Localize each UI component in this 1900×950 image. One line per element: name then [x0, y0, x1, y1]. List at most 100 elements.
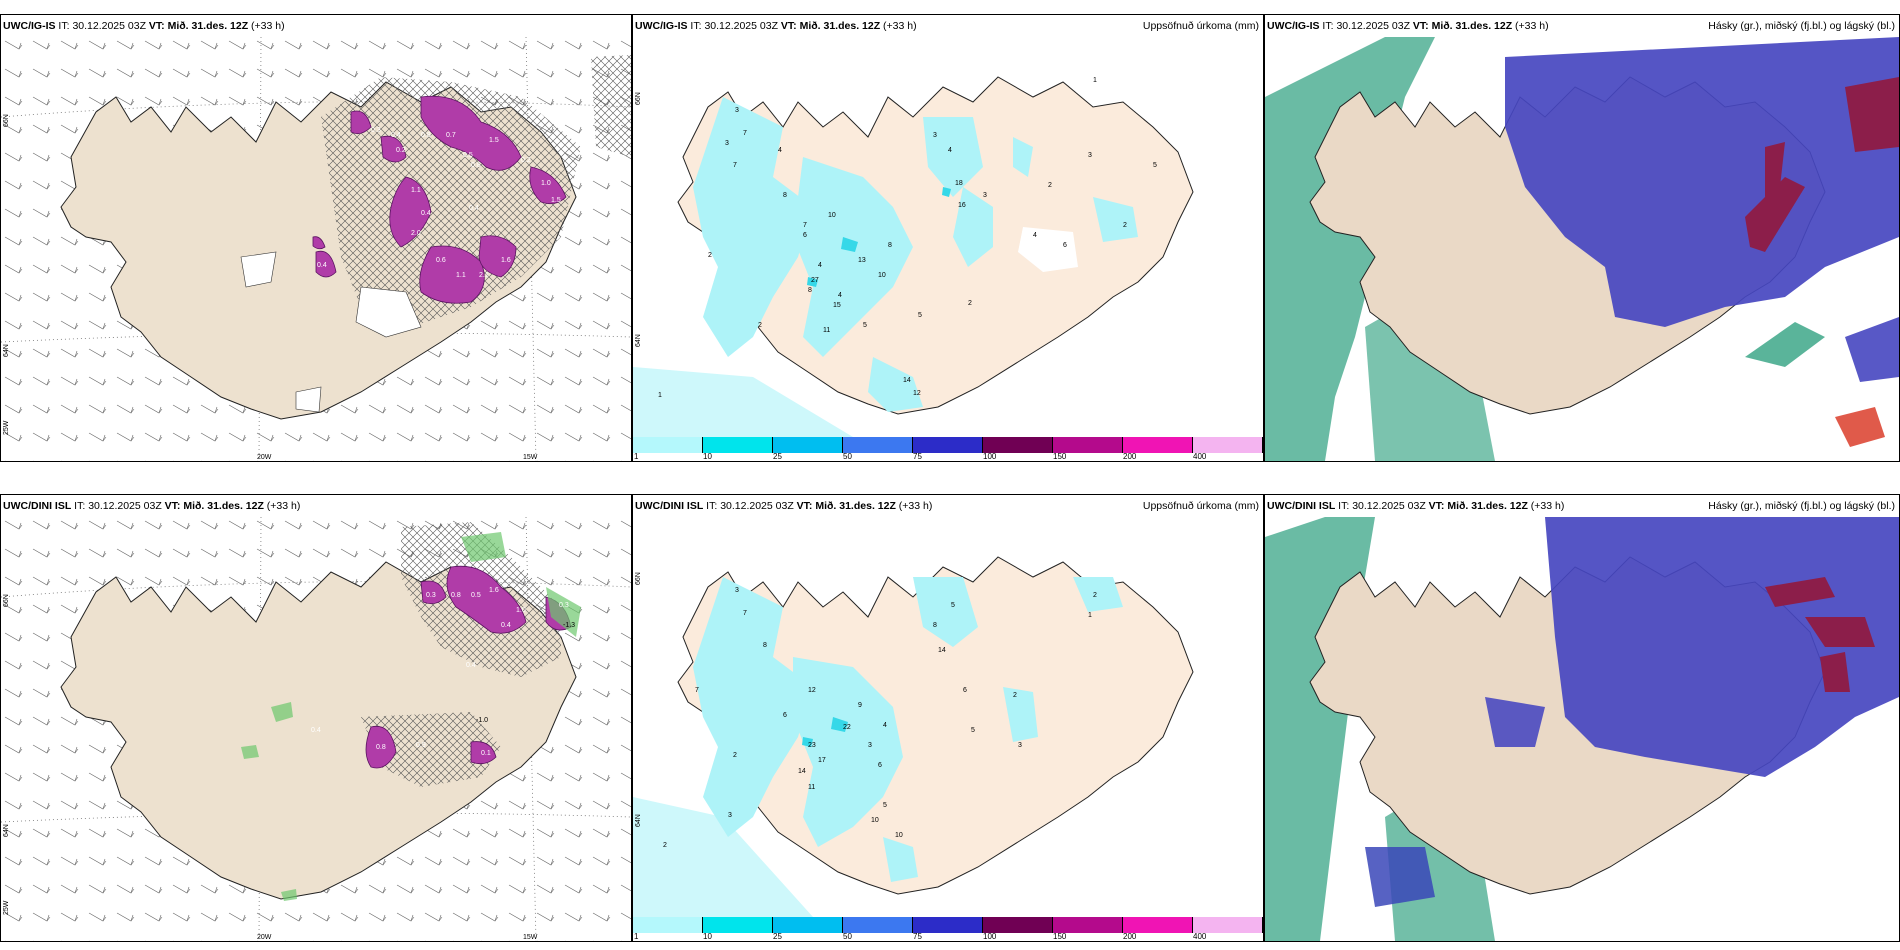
lat-label: 66N: [635, 572, 642, 585]
value-label: 14: [938, 647, 946, 654]
value-label: 15: [833, 302, 841, 309]
colorbar-label: 25: [773, 932, 782, 941]
value-label: 8: [763, 642, 767, 649]
value-label: 12: [913, 390, 921, 397]
lat-label: 64N: [3, 824, 10, 837]
panel-dini-wind: UWC/DINI ISL IT: 30.12.2025 03Z VT: Mið.…: [0, 494, 632, 942]
mid-cloud-streaks: [1765, 577, 1875, 692]
value-label: 5: [883, 802, 887, 809]
colorbar-cell: [913, 917, 983, 933]
value-label: 1: [1088, 612, 1092, 619]
panel-ig-precip: UWC/IG-IS IT: 30.12.2025 03Z VT: Mið. 31…: [632, 14, 1264, 462]
value-label: 7: [803, 222, 807, 229]
panel-header: UWC/DINI ISL IT: 30.12.2025 03Z VT: Mið.…: [635, 500, 933, 512]
value-label: 9: [858, 702, 862, 709]
value-label: 3: [1018, 742, 1022, 749]
panel-ig-clouds: UWC/IG-IS IT: 30.12.2025 03Z VT: Mið. 31…: [1264, 14, 1900, 462]
value-label: 18: [955, 180, 963, 187]
value-label: 0.2: [521, 157, 531, 164]
hatched-area: [591, 55, 631, 157]
high-cloud-area: [1485, 697, 1545, 747]
value-label: 0.4: [317, 262, 327, 269]
colorbar: 1 10 25 50 75 100 150 200 400: [633, 917, 1263, 941]
precip-value-labels: 3 7 3 7 4 8 6 10 2 7 4 8 2 4 13 27 10 15…: [658, 77, 1157, 399]
value-label: 0.8: [376, 744, 386, 751]
high-cloud-area: [1505, 37, 1899, 327]
value-label: 10: [828, 212, 836, 219]
colorbar-label: 100: [983, 452, 997, 461]
value-label: 0.4: [391, 132, 401, 139]
map-ig-wind: 0.4 0.3 0.8 0.7 1.5 0.5 0.2 1.1 1.0 0.4 …: [1, 37, 631, 461]
panel-header: UWC/IG-IS IT: 30.12.2025 03Z VT: Mið. 31…: [635, 20, 917, 32]
value-label: 10: [878, 272, 886, 279]
value-label: 4: [838, 292, 842, 299]
value-label: 5: [951, 602, 955, 609]
cloud-title: Hásky (gr.), miðský (fj.bl.) og lágský (…: [1708, 500, 1895, 512]
map-dini-clouds: [1265, 517, 1899, 941]
colorbar-cell: [703, 437, 773, 453]
lon-label: 25W: [3, 900, 10, 915]
value-label: 8: [888, 242, 892, 249]
value-label: 3: [933, 132, 937, 139]
value-label: 10: [895, 832, 903, 839]
value-label: 1.5: [489, 137, 499, 144]
value-label: 0.4: [311, 727, 321, 734]
lon-label: 20W: [257, 454, 272, 461]
colorbar-cell: [1193, 437, 1263, 453]
colorbar-label: 400: [1193, 932, 1207, 941]
precip-title: Uppsöfnuð úrkoma (mm): [1142, 500, 1259, 512]
colorbar-label: 50: [843, 452, 852, 461]
colorbar-cell: [1123, 437, 1193, 453]
colorbar: 1 10 25 50 75 100 150 200 400: [633, 437, 1263, 461]
precip-value-labels: 3 7 8 12 6 23 22 17 14 11 10 5 6 3 2 9 1…: [663, 587, 1097, 849]
lat-label: 64N: [3, 344, 10, 357]
value-label: 7: [743, 130, 747, 137]
map-dini-precip: 3 7 8 12 6 23 22 17 14 11 10 5 6 3 2 9 1…: [633, 556, 1194, 917]
mid-cloud-streaks: [1745, 77, 1899, 252]
value-label: 1.1: [456, 272, 466, 279]
precip-areas: [633, 577, 1123, 917]
wind-value-labels: 0.3 0.8 0.5 1.6 0.4 1.0 0.4 0.3 -1.0 0.8…: [311, 587, 575, 757]
lon-label: 20W: [257, 934, 272, 941]
value-label: 0.4: [501, 622, 511, 629]
value-label: 1.1: [411, 187, 421, 194]
colorbar-cell: [773, 437, 843, 453]
value-label: 8: [783, 192, 787, 199]
value-label: 6: [963, 687, 967, 694]
value-label: 0.2: [396, 147, 406, 154]
value-label: 2: [663, 842, 667, 849]
lon-label: 15W: [523, 454, 538, 461]
value-label: 1.0: [541, 180, 551, 187]
precip-title: Uppsöfnuð úrkoma (mm): [1142, 20, 1259, 32]
value-label: 0.3: [371, 127, 381, 134]
value-label: 0.7: [446, 132, 456, 139]
colorbar-cell: [843, 437, 913, 453]
green-cloud-band: [1745, 322, 1825, 367]
value-label: 13: [858, 257, 866, 264]
value-label: 1.6: [489, 587, 499, 594]
value-label: -1.0: [476, 717, 488, 724]
value-label: 4: [818, 262, 822, 269]
map-dini-wind: 0.3 0.8 0.5 1.6 0.4 1.0 0.4 0.3 -1.0 0.8…: [1, 517, 631, 941]
value-label: 5: [1153, 162, 1157, 169]
white-gaps: [1018, 227, 1078, 272]
value-label: 1.6: [501, 257, 511, 264]
value-label: 1.5: [551, 197, 561, 204]
map-ig-precip: 3 7 3 7 4 8 6 10 2 7 4 8 2 4 13 27 10 15…: [633, 76, 1194, 437]
value-label: 0.4: [466, 662, 476, 669]
value-label: 3: [983, 192, 987, 199]
value-label: 0.3: [559, 602, 569, 609]
value-label: 2.1: [479, 272, 489, 279]
precip-areas: [633, 97, 1138, 437]
lat-label: 64N: [635, 814, 642, 827]
colorbar-cell: [703, 917, 773, 933]
wind-value-labels: 0.4 0.3 0.8 0.7 1.5 0.5 0.2 1.1 1.0 0.4 …: [317, 127, 561, 279]
value-label: 3: [735, 587, 739, 594]
high-cloud-area: [1845, 317, 1899, 382]
value-label: 3: [735, 107, 739, 114]
value-label: 5: [863, 322, 867, 329]
value-label: 1: [1093, 77, 1097, 84]
value-label: 10: [871, 817, 879, 824]
colorbar-label: 1: [634, 452, 639, 461]
panel-header: UWC/IG-IS IT: 30.12.2025 03Z VT: Mið. 31…: [1267, 20, 1549, 32]
